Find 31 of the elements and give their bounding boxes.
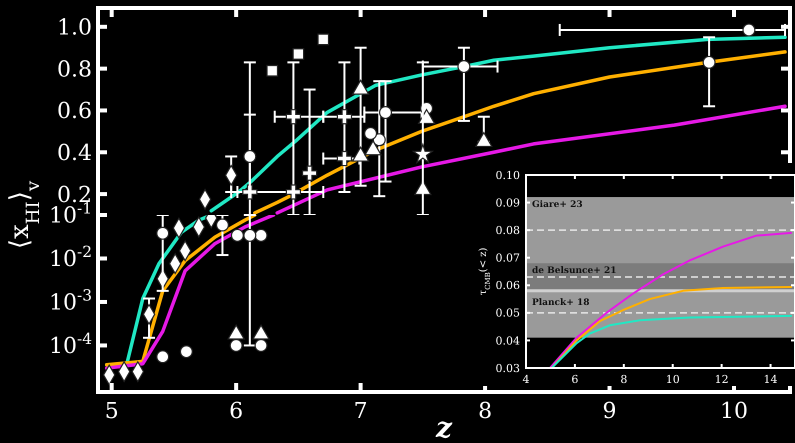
y-tick-label: 10$^{-4}$ [49, 330, 92, 360]
y-tick-label: 0.05 [496, 306, 520, 320]
y-tick-label: 10$^{-2}$ [49, 243, 92, 272]
y-tick-label: 0.8 [57, 57, 92, 82]
x-tick-label: 9 [602, 399, 617, 424]
y-tick-label: 0.4 [57, 140, 92, 166]
x-tick-label: 14 [764, 373, 778, 386]
ref-line-label: Planck+ 18 [532, 298, 590, 308]
y-tick-label: 0.07 [496, 252, 520, 265]
x-tick-label: 8 [620, 373, 628, 386]
x-tick-label: 8 [478, 399, 492, 424]
y-tick-label: 0.03 [496, 362, 520, 375]
x-tick-label: 4 [522, 373, 530, 386]
y-tick-label: 10$^{-3}$ [49, 286, 92, 316]
y-tick-label: 0.10 [496, 168, 520, 182]
x-tick-label: 10 [720, 399, 748, 424]
x-axis-title: z [435, 411, 454, 443]
y-tick-label: 0.06 [496, 279, 520, 292]
y-tick-label: 0.6 [57, 99, 92, 124]
x-tick-label: 10 [666, 373, 680, 386]
band-label: de Belsunce+ 21 [532, 266, 616, 276]
y-tick-label: 0.09 [496, 196, 520, 210]
y-tick-label: 1.0 [57, 16, 92, 41]
x-tick-label: 7 [354, 399, 368, 424]
x-tick-label: 6 [571, 373, 578, 386]
band-label: Giare+ 23 [532, 200, 583, 210]
x-tick-label: 12 [714, 373, 729, 386]
x-tick-label: 6 [229, 399, 244, 424]
y-tick-label: 0.04 [496, 334, 520, 348]
y-tick-label: 0.08 [496, 224, 520, 237]
x-tick-label: 5 [104, 399, 119, 424]
